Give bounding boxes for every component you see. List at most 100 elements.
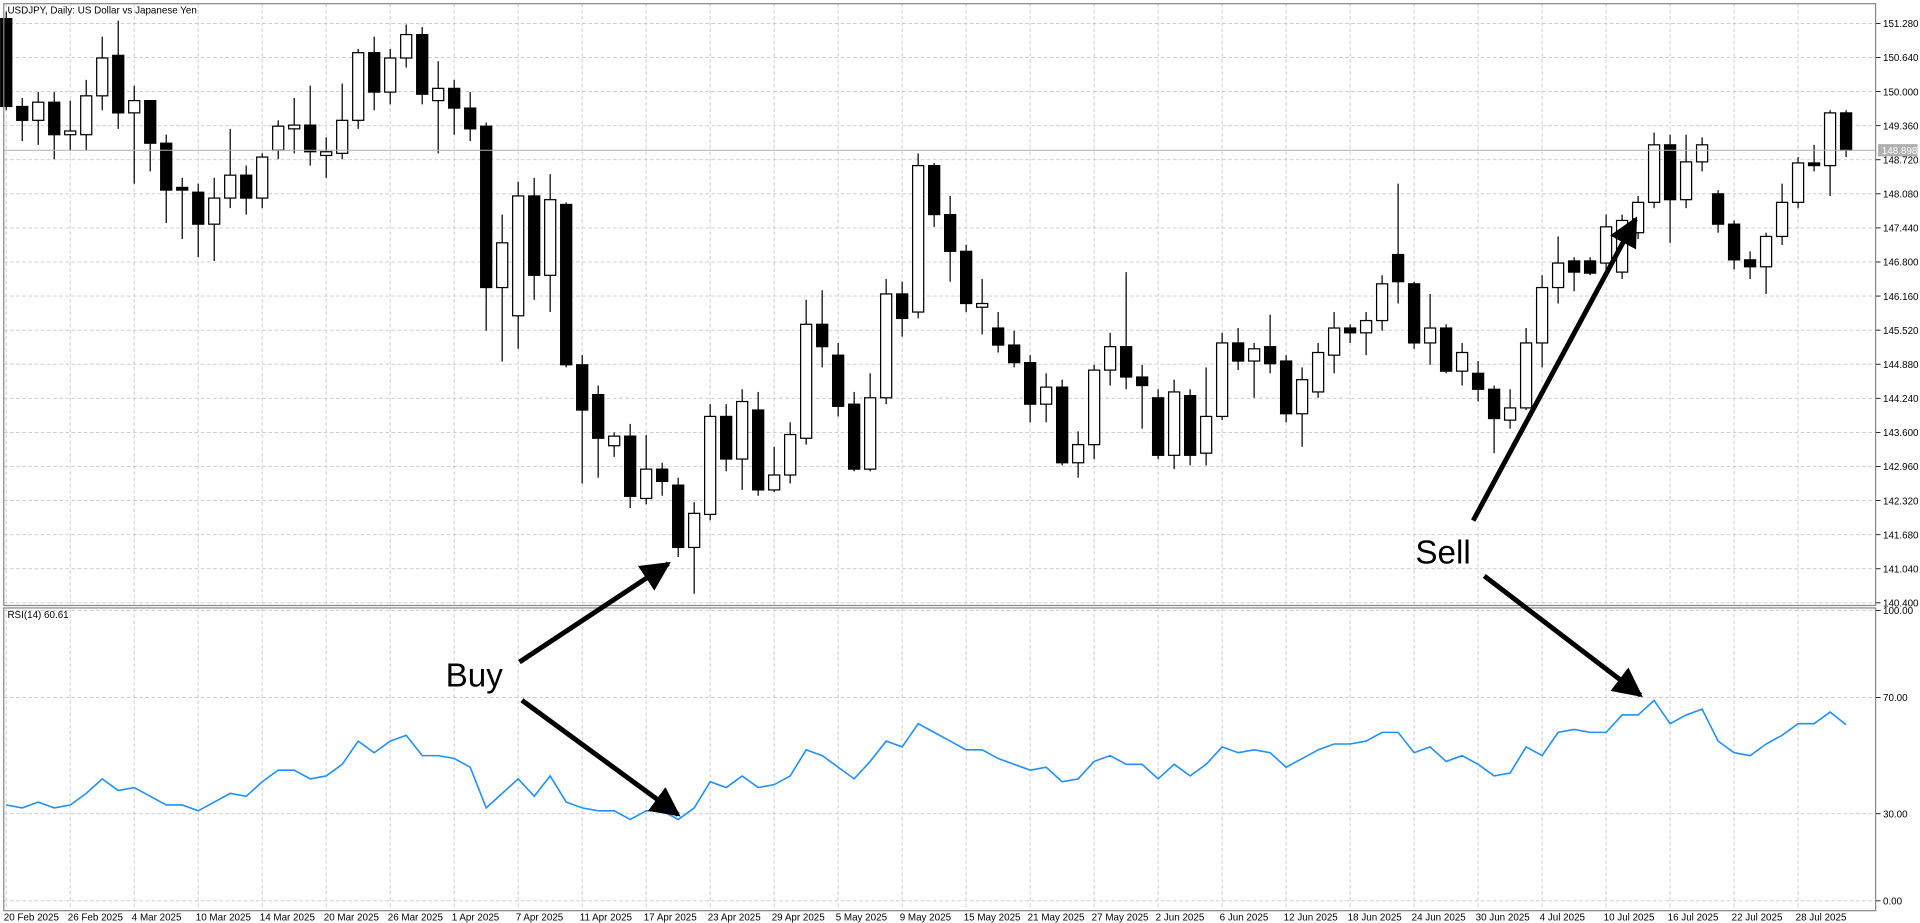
candle-body (944, 213, 957, 252)
y-tick-label: 142.320 (1883, 496, 1919, 507)
candle-body (1327, 327, 1341, 356)
candle-body (1439, 327, 1453, 372)
candle-body (1487, 388, 1501, 420)
y-tick-label: 143.600 (1883, 428, 1919, 439)
candle-body (928, 164, 941, 216)
arrow (1471, 216, 1638, 522)
current-price-box (1878, 144, 1918, 157)
candle-body (784, 433, 797, 476)
x-tick-label: 26 Feb 2025 (68, 913, 124, 923)
candle-body (832, 354, 845, 407)
candle-body (1823, 112, 1837, 167)
x-tick-label: 23 Apr 2025 (708, 913, 762, 923)
candle-body (704, 415, 717, 516)
candle-body (416, 33, 429, 95)
candle-body (1167, 391, 1181, 456)
candle-body (544, 199, 557, 276)
candle-body (1391, 253, 1405, 283)
candle-body (608, 435, 621, 447)
candle-body (240, 174, 253, 199)
candle-body (1535, 286, 1549, 344)
arrow (518, 561, 671, 665)
candle-body (528, 195, 541, 276)
candle-body (1151, 397, 1165, 456)
candle-body (1839, 112, 1853, 151)
x-tick-label: 28 Jul 2025 (1796, 913, 1847, 923)
candle-body (1215, 342, 1229, 418)
y-tick-label: 144.240 (1883, 394, 1919, 405)
x-tick-label: 4 Mar 2025 (132, 913, 182, 923)
current-price-label: 148.898 (1882, 146, 1918, 157)
candle-body (1023, 362, 1037, 405)
y-tick-label: 150.640 (1883, 53, 1919, 64)
x-tick-label: 10 Mar 2025 (196, 913, 252, 923)
y-tick-label: 144.880 (1883, 360, 1919, 371)
x-tick-label: 30 Jun 2025 (1476, 913, 1531, 923)
candle-body (1375, 283, 1389, 322)
x-tick-label: 12 Jun 2025 (1284, 913, 1339, 923)
candle-body (1103, 346, 1117, 371)
candle-body (1183, 395, 1197, 456)
candle-body (432, 87, 445, 102)
candle-body (464, 107, 477, 130)
candle-body (1759, 235, 1773, 268)
y-tick-label: 70.00 (1883, 693, 1908, 704)
y-tick-label: 151.280 (1883, 19, 1919, 30)
candle-body (496, 242, 509, 289)
y-tick-label: 100.00 (1883, 606, 1914, 617)
candle-body (1711, 193, 1725, 225)
grid-layer (3, 3, 1881, 911)
candle-body (208, 197, 221, 225)
x-tick-label: 11 Apr 2025 (580, 913, 633, 923)
candle-body (880, 293, 893, 399)
y-tick-label: 142.960 (1883, 462, 1919, 473)
candle-body (1471, 372, 1485, 390)
candle-body (368, 52, 381, 93)
candle-body (480, 125, 493, 289)
candle-body (1119, 346, 1133, 378)
candle-body (64, 130, 77, 136)
candle-body (1743, 259, 1757, 268)
y-tick-label: 146.160 (1883, 292, 1919, 303)
candle-body (1727, 223, 1741, 261)
x-tick-label: 20 Feb 2025 (4, 913, 60, 923)
candle-body (1503, 407, 1517, 421)
candle-body (160, 142, 173, 191)
candle-body (864, 397, 877, 470)
x-tick-label: 22 Jul 2025 (1732, 913, 1783, 923)
candle-body (1407, 283, 1421, 344)
x-tick-label: 15 May 2025 (964, 913, 1021, 923)
x-tick-label: 17 Apr 2025 (644, 913, 698, 923)
annotation-arrows (518, 216, 1643, 817)
candle-body (336, 119, 349, 154)
candle-body (752, 409, 765, 491)
mark-layer (0, 11, 1876, 821)
candle-body (816, 323, 829, 348)
candle-body (288, 124, 301, 130)
x-tick-label: 5 May 2025 (836, 913, 888, 923)
candle-body (1231, 342, 1245, 362)
candle-body (1423, 327, 1437, 344)
candle-body (1695, 144, 1709, 163)
y-tick-label: 141.040 (1883, 564, 1919, 575)
candle-body (1247, 348, 1261, 362)
candle-body (256, 156, 269, 199)
x-tick-label: 7 Apr 2025 (516, 913, 564, 923)
candle-body (112, 54, 125, 114)
rsi-panel-border (3, 607, 1877, 912)
candle-body (16, 105, 29, 121)
candle-body (991, 327, 1005, 346)
candle-body (1295, 379, 1309, 415)
candle-body (448, 87, 461, 109)
candle-body (592, 393, 605, 439)
y-tick-label: 30.00 (1883, 809, 1908, 820)
candle-body (320, 151, 333, 157)
x-tick-label: 24 Jun 2025 (1412, 913, 1467, 923)
candle-body (1519, 342, 1533, 409)
candle-body (1007, 344, 1021, 364)
candle-body (1055, 386, 1069, 464)
candle-body (32, 101, 45, 121)
annotation: Buy (446, 658, 504, 695)
candle-body (576, 364, 589, 411)
